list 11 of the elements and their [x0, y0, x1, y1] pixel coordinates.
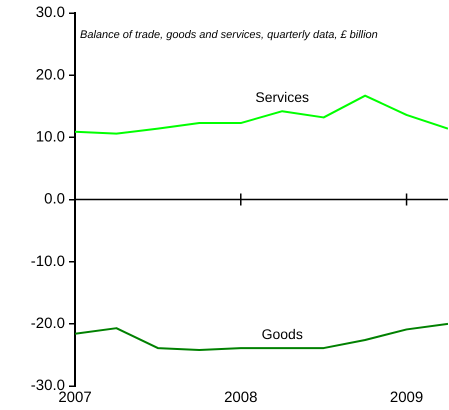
- y-tick-label: -10.0: [30, 252, 65, 270]
- y-tick-label: 20.0: [36, 66, 65, 84]
- x-tick-label: 2009: [390, 389, 424, 406]
- y-tick-label: 0.0: [44, 190, 65, 208]
- y-tick-label: -20.0: [30, 314, 65, 332]
- x-tick-label: 2008: [224, 389, 258, 406]
- series-label: Goods: [262, 326, 303, 342]
- text: Balance of trade, goods and services, quarterly data, £ billion: [80, 28, 379, 43]
- y-tick-label: 30.0: [36, 4, 65, 22]
- series-label: Services: [255, 89, 310, 106]
- y-tick-label: 10.0: [36, 128, 65, 146]
